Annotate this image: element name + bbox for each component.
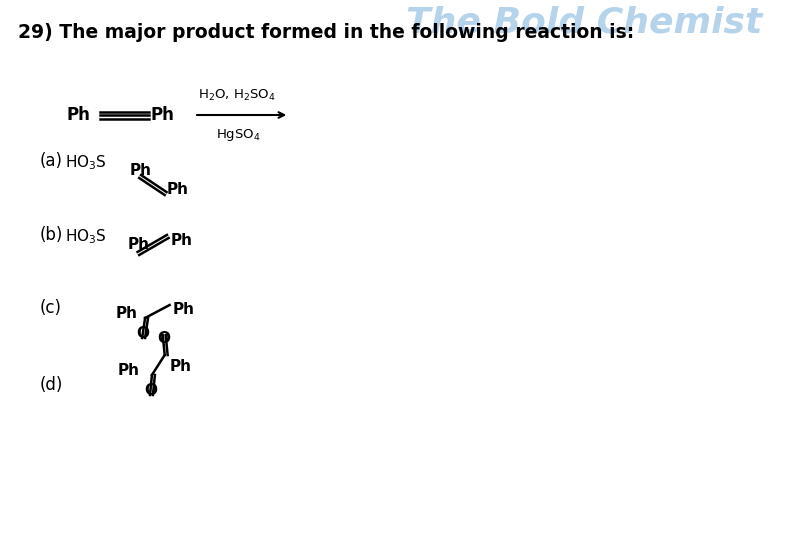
Text: (a): (a) [39, 152, 62, 170]
Text: Ph: Ph [173, 302, 194, 317]
Text: Ph: Ph [170, 359, 192, 374]
Text: The Bold Chemist: The Bold Chemist [405, 5, 762, 39]
Text: Ph: Ph [170, 233, 193, 248]
Text: (b): (b) [39, 226, 63, 244]
Text: Ph: Ph [151, 106, 174, 124]
Text: 29) The major product formed in the following reaction is:: 29) The major product formed in the foll… [17, 23, 634, 42]
Text: (c): (c) [39, 299, 61, 317]
Text: O: O [136, 326, 150, 341]
Text: Ph: Ph [67, 106, 90, 124]
Text: Ph: Ph [129, 163, 151, 178]
Text: O: O [144, 383, 158, 398]
Text: O: O [157, 331, 170, 346]
Text: H$_2$O, H$_2$SO$_4$: H$_2$O, H$_2$SO$_4$ [198, 88, 276, 103]
Text: HgSO$_4$: HgSO$_4$ [216, 127, 260, 143]
Text: HO$_3$S: HO$_3$S [65, 154, 106, 172]
Text: Ph: Ph [116, 306, 138, 321]
Text: HO$_3$S: HO$_3$S [65, 228, 106, 246]
Text: Ph: Ph [128, 237, 149, 252]
Text: Ph: Ph [167, 182, 189, 197]
Text: (d): (d) [39, 376, 63, 394]
Text: Ph: Ph [117, 363, 140, 378]
